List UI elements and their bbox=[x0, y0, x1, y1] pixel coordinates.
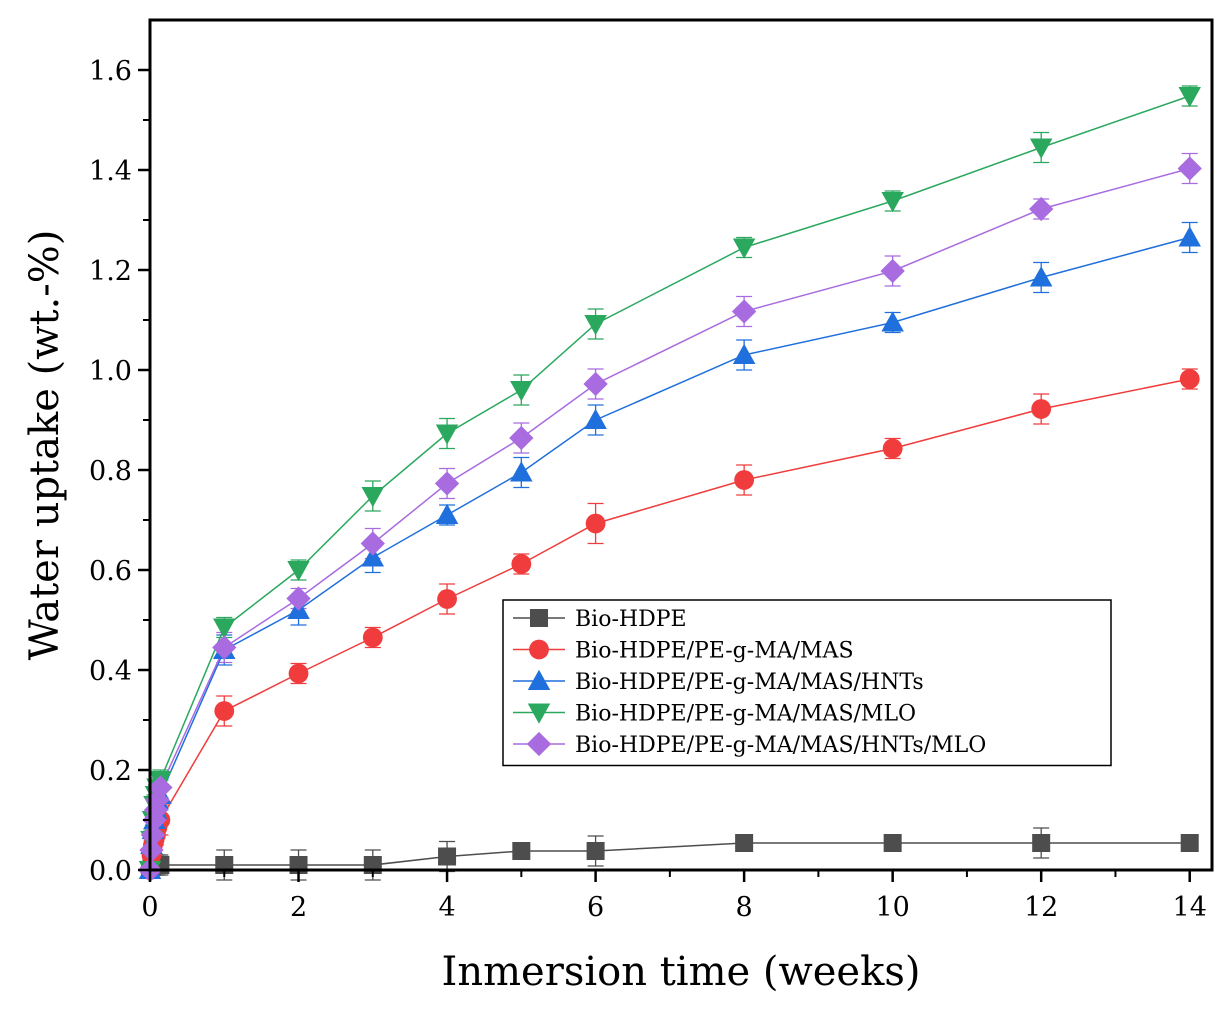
data-point-triangle-up bbox=[584, 408, 607, 429]
data-point-square bbox=[586, 842, 605, 860]
data-point-square bbox=[1032, 834, 1051, 852]
plot-frame bbox=[148, 18, 1214, 872]
legend: Bio-HDPE Bio-HDPE/PE-g-MA/MAS Bio-HDPE/PE-… bbox=[502, 599, 1112, 767]
data-point-circle bbox=[214, 701, 235, 721]
x-tick-label: 8 bbox=[736, 892, 753, 923]
data-point-diamond bbox=[1029, 196, 1054, 222]
x-axis-title: Inmersion time (weeks) bbox=[442, 949, 921, 995]
data-point-square bbox=[438, 847, 457, 866]
data-point-triangle-up bbox=[732, 343, 756, 364]
y-tick-label: 0.8 bbox=[89, 456, 132, 487]
y-tick-label: 0.0 bbox=[89, 856, 132, 887]
y-tick-label: 1.4 bbox=[89, 156, 132, 187]
data-point-diamond bbox=[360, 531, 385, 556]
data-point-square bbox=[735, 834, 754, 852]
data-point-triangle-down bbox=[287, 561, 310, 582]
data-point-triangle-down bbox=[435, 424, 459, 445]
legend-marker bbox=[529, 639, 549, 660]
data-point-diamond bbox=[880, 258, 905, 284]
data-point-triangle-down bbox=[1178, 87, 1201, 108]
data-point-diamond bbox=[140, 822, 166, 848]
data-point-triangle-down bbox=[213, 618, 236, 639]
data-point-diamond bbox=[148, 775, 173, 800]
legend-entry-label: Bio-HDPE/PE-g-MA/MAS/MLO bbox=[575, 702, 916, 727]
data-point-triangle-up bbox=[435, 503, 459, 524]
x-tick-label: 4 bbox=[438, 892, 455, 923]
legend-marker bbox=[527, 669, 551, 690]
data-point-square bbox=[883, 834, 902, 852]
data-point-triangle-down bbox=[881, 192, 904, 213]
data-point-circle bbox=[362, 627, 383, 648]
y-axis-title: Water uptake (wt.-%) bbox=[22, 230, 68, 661]
data-point-diamond bbox=[731, 299, 757, 324]
x-tick-label: 0 bbox=[141, 892, 158, 923]
data-point-diamond bbox=[286, 586, 311, 611]
series-line-2 bbox=[149, 236, 1190, 871]
data-point-triangle-down bbox=[584, 315, 607, 336]
data-point-square bbox=[1180, 834, 1199, 852]
legend-box bbox=[502, 599, 1112, 767]
data-point-circle bbox=[1179, 369, 1200, 389]
data-point-circle bbox=[511, 554, 532, 574]
x-tick-label: 12 bbox=[1024, 892, 1058, 923]
data-point-triangle-up bbox=[1178, 226, 1201, 247]
y-tick-label: 0.2 bbox=[89, 756, 132, 787]
y-tick-label: 1.6 bbox=[89, 56, 132, 87]
data-point-triangle-down bbox=[1029, 138, 1053, 159]
legend-marker bbox=[530, 609, 548, 627]
y-tick-label: 0.6 bbox=[89, 556, 132, 587]
legend-entry-label: Bio-HDPE bbox=[575, 607, 687, 632]
y-tick-label: 1.2 bbox=[89, 256, 132, 287]
legend-marker bbox=[526, 731, 552, 757]
data-point-circle bbox=[1031, 399, 1052, 419]
data-point-triangle-up bbox=[881, 311, 904, 332]
x-tick-label: 14 bbox=[1173, 892, 1207, 923]
data-point-diamond bbox=[509, 425, 534, 451]
data-point-diamond bbox=[1177, 156, 1202, 181]
y-tick-label: 1.0 bbox=[89, 356, 132, 387]
data-point-square bbox=[512, 842, 531, 860]
data-point-diamond bbox=[434, 471, 460, 496]
data-point-triangle-up bbox=[361, 546, 385, 567]
data-point-circle bbox=[734, 470, 755, 490]
x-tick-label: 10 bbox=[875, 892, 909, 923]
axes-layer: 0 2 4 6 8 10 12 14 0.0 0.2 0.4 0.6 0.8 1.0 1.2 1.4 1.6 bbox=[89, 18, 1214, 923]
legend-entry-label: Bio-HDPE/PE-g-MA/MAS bbox=[575, 639, 854, 664]
data-point-circle bbox=[437, 589, 457, 609]
data-point-triangle-down bbox=[510, 381, 533, 402]
data-point-diamond bbox=[583, 371, 608, 397]
data-point-circle bbox=[882, 438, 903, 459]
data-point-triangle-down bbox=[732, 238, 756, 259]
data-point-triangle-down bbox=[361, 487, 385, 508]
legend-marker bbox=[527, 703, 551, 724]
legend-entry-label: Bio-HDPE/PE-g-MA/MAS/HNTs bbox=[575, 670, 924, 695]
x-tick-label: 2 bbox=[290, 892, 307, 923]
data-point-circle bbox=[288, 663, 309, 684]
x-tick-label: 6 bbox=[587, 892, 604, 923]
data-point-triangle-up bbox=[510, 461, 533, 482]
data-point-triangle-up bbox=[1029, 266, 1053, 287]
data-point-circle bbox=[585, 513, 606, 534]
y-tick-label: 0.4 bbox=[89, 656, 132, 687]
data-point-diamond bbox=[212, 635, 237, 660]
legend-entry-label: Bio-HDPE/PE-g-MA/MAS/HNTs/MLO bbox=[575, 733, 986, 758]
